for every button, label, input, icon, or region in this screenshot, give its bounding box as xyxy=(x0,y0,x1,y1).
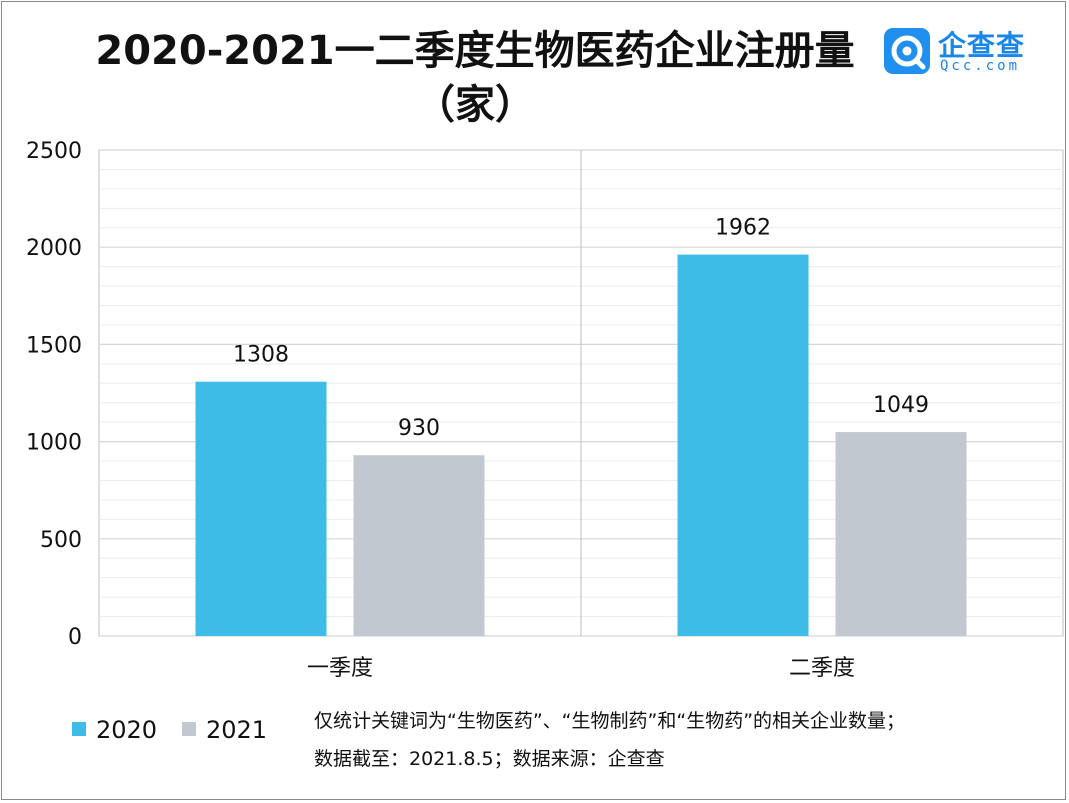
legend-item-2021: 2021 xyxy=(182,716,267,744)
y-tick-label: 0 xyxy=(68,625,82,650)
labels: 0 500 1000 1500 2000 2500 1308 930 一季度 1962 1049 二季… xyxy=(26,139,929,681)
bar-2021-1 xyxy=(353,455,485,636)
bar-2021-2 xyxy=(835,432,967,636)
legend-label-2021: 2021 xyxy=(206,716,268,744)
data-label-2021-1: 930 xyxy=(398,416,440,441)
footnote-source: 数据截至：2021.8.5；数据来源：企查查 xyxy=(314,748,665,770)
qcc-logo: 企查查 Qcc.com xyxy=(884,24,1044,78)
x-tick-label: 二季度 xyxy=(789,656,855,681)
y-tick-label: 1500 xyxy=(26,333,82,358)
bar-2020-2 xyxy=(677,254,809,636)
logo-name: 企查查 xyxy=(938,29,1026,62)
bar-2020-1 xyxy=(195,381,327,636)
legend-item-2020: 2020 xyxy=(72,716,157,744)
data-label-2020-2: 1962 xyxy=(715,216,771,241)
y-tick-label: 2500 xyxy=(26,139,82,164)
legend-label-2020: 2020 xyxy=(96,716,158,744)
data-label-2020-1: 1308 xyxy=(233,343,289,368)
x-tick-label: 一季度 xyxy=(307,656,373,681)
logo-icon xyxy=(884,28,930,74)
logo-subtitle: Qcc.com xyxy=(940,58,1021,74)
legend-swatch-2020 xyxy=(72,722,86,736)
chart-title: 2020-2021一二季度生物医药企业注册量（家） xyxy=(95,28,855,128)
y-tick-label: 500 xyxy=(40,528,82,553)
bars xyxy=(195,254,967,636)
y-tick-label: 1000 xyxy=(26,431,82,456)
y-tick-label: 2000 xyxy=(26,236,82,261)
legend-swatch-2021 xyxy=(182,722,196,736)
footnote-scope: 仅统计关键词为“生物医药”、“生物制药”和“生物药”的相关企业数量； xyxy=(314,710,906,732)
data-label-2021-2: 1049 xyxy=(873,393,929,418)
